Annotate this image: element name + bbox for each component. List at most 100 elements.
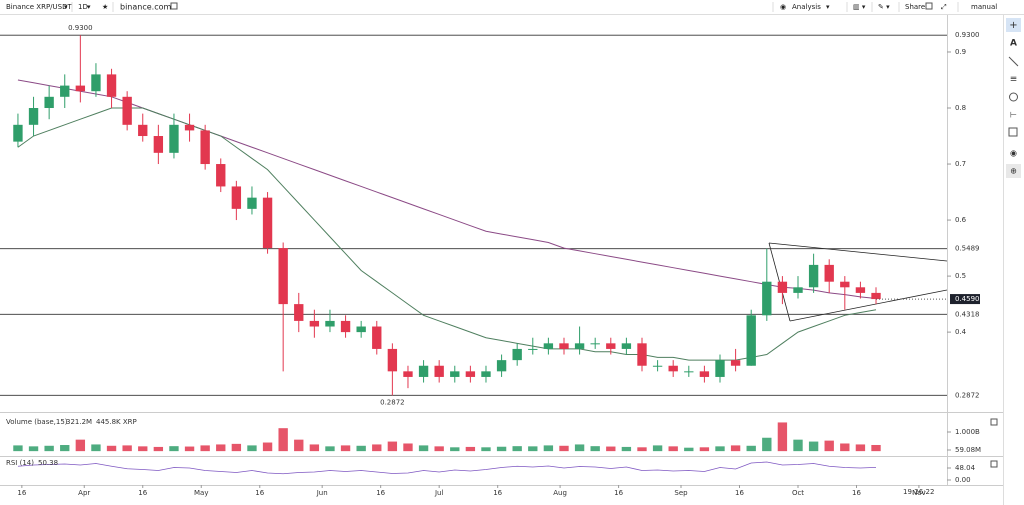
y-tick-label: 0.6 — [955, 216, 967, 224]
candle-body — [122, 96, 132, 125]
measure-tool[interactable]: ⊢ — [1010, 111, 1017, 120]
candle-body — [231, 186, 242, 209]
x-tick-label: Jul — [434, 489, 444, 497]
candle-body — [715, 360, 725, 377]
volume-bar — [730, 445, 741, 452]
pane-close[interactable] — [990, 460, 998, 468]
analysis-arrow[interactable]: ▾ — [826, 3, 830, 11]
draw-tool[interactable]: ✎ ▾ — [878, 3, 890, 11]
shape-tool[interactable] — [1009, 92, 1018, 102]
candle-body — [730, 360, 741, 366]
symbol[interactable]: Binance XRP/USDT — [6, 3, 72, 11]
volume-bar — [574, 444, 585, 452]
analysis-icon[interactable]: ◉ — [780, 3, 786, 11]
crosshair-icon[interactable]: + — [1009, 20, 1017, 31]
candle-body — [590, 343, 600, 345]
visibility-tool[interactable]: ◉ — [1010, 149, 1017, 158]
volume-bar — [216, 444, 226, 452]
volume-bar — [652, 445, 663, 452]
crosshair-tool[interactable] — [1006, 18, 1021, 32]
pane-close[interactable] — [990, 418, 998, 426]
x-tick-label: Apr — [78, 489, 90, 497]
candle-body — [200, 130, 210, 165]
candle-body — [44, 96, 54, 109]
analysis-button[interactable]: Analysis — [792, 3, 821, 11]
zoom-tool[interactable] — [1008, 127, 1018, 137]
fib-tool[interactable]: ≡ — [1010, 75, 1018, 85]
candle-body — [60, 85, 70, 97]
candle-body — [808, 264, 819, 288]
candle-body — [91, 74, 101, 92]
candle-body — [606, 343, 616, 349]
trendline[interactable] — [789, 289, 948, 322]
candle-body — [28, 108, 39, 125]
text-tool[interactable]: A — [1010, 39, 1017, 49]
volume-bar — [262, 442, 273, 452]
volume-bar — [715, 446, 725, 452]
fullscreen[interactable]: ⤢ — [941, 3, 947, 11]
lock-tool[interactable] — [1006, 164, 1021, 178]
x-tick-label: 16 — [852, 489, 861, 497]
share-button[interactable]: Share — [905, 3, 925, 11]
chart-type[interactable]: ▥ ▾ — [853, 3, 866, 11]
x-tick-label: Sep — [674, 489, 688, 497]
volume-bar — [777, 422, 788, 452]
share-icon[interactable] — [925, 2, 933, 10]
pane-title: RSI (14) — [6, 459, 34, 467]
volume-bar — [606, 446, 616, 452]
volume-bar — [44, 445, 54, 452]
x-tick-label: Jun — [316, 489, 328, 497]
site-link[interactable]: binance.com — [120, 3, 172, 12]
symbol-arrow[interactable]: ▾ — [64, 3, 68, 11]
volume-bar — [418, 445, 429, 452]
volume-bar — [169, 446, 179, 452]
trendline[interactable] — [768, 242, 948, 262]
level-label: 0.9300 — [955, 31, 980, 39]
lock-icon[interactable]: ⊕ — [1010, 167, 1017, 176]
extreme-label: 0.9300 — [68, 24, 93, 32]
candle-body — [372, 326, 382, 349]
volume-bar — [793, 439, 803, 452]
candle-body — [262, 197, 273, 249]
volume-bar — [356, 445, 366, 452]
candle-body — [824, 264, 834, 282]
candle-body — [668, 365, 678, 372]
volume-bar — [325, 446, 335, 452]
volume-bar — [699, 447, 710, 452]
candle-body — [403, 371, 413, 377]
candle-body — [13, 124, 23, 142]
external-icon[interactable] — [170, 2, 178, 10]
volume-bar — [153, 446, 164, 452]
x-tick-label: 16 — [493, 489, 502, 497]
level-label: 0.2872 — [955, 391, 980, 399]
y-tick-label: 59.08M — [955, 446, 981, 454]
y-tick-label: 48.04 — [955, 464, 976, 472]
volume-bar — [746, 445, 756, 452]
level-label: 0.5489 — [955, 245, 980, 253]
last-price-box — [950, 294, 980, 305]
x-tick-label: 16 — [735, 489, 744, 497]
line-tool[interactable] — [1008, 56, 1019, 67]
candle-body — [216, 164, 226, 187]
candle-body — [574, 343, 585, 349]
volume-bar — [13, 445, 23, 452]
interval-arrow[interactable]: ▾ — [87, 3, 91, 11]
candle-body — [871, 292, 881, 300]
candle-body — [481, 371, 491, 377]
interval[interactable]: 1D — [78, 3, 88, 11]
candle-body — [652, 365, 663, 367]
mode[interactable]: manual — [971, 3, 997, 11]
volume-bar — [621, 446, 632, 452]
x-tick-label: 16 — [138, 489, 147, 497]
volume-bar — [481, 447, 491, 452]
candle-body — [184, 124, 195, 131]
y-tick-label: 0.00 — [955, 476, 971, 484]
candle-body — [684, 371, 694, 373]
volume-bar — [512, 446, 522, 452]
favorite[interactable]: ★ — [102, 3, 108, 11]
volume-bar — [528, 446, 538, 452]
volume-bar — [278, 428, 288, 452]
candle-body — [637, 343, 647, 366]
